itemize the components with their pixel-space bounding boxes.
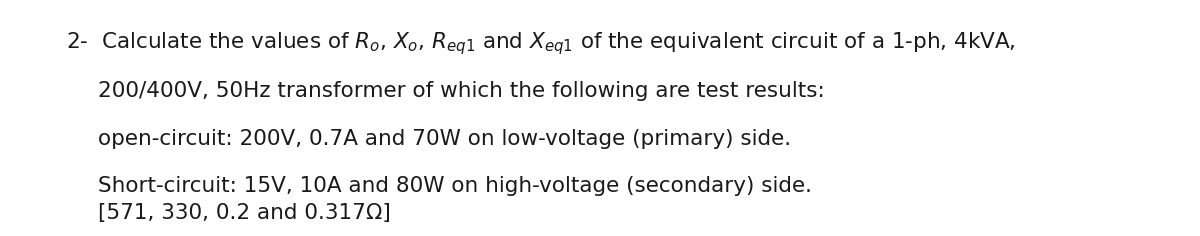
Text: open-circuit: 200V, 0.7A and 70W on low-voltage (primary) side.: open-circuit: 200V, 0.7A and 70W on low-… xyxy=(98,129,792,149)
Text: Short-circuit: 15V, 10A and 80W on high-voltage (secondary) side.: Short-circuit: 15V, 10A and 80W on high-… xyxy=(98,176,812,196)
Text: 2-  Calculate the values of $R_o$, $X_o$, $R_{eq1}$ and $X_{eq1}$ of the equival: 2- Calculate the values of $R_o$, $X_o$,… xyxy=(66,31,1015,58)
Text: 200/400V, 50Hz transformer of which the following are test results:: 200/400V, 50Hz transformer of which the … xyxy=(98,81,826,101)
Text: [571, 330, 0.2 and 0.317Ω]: [571, 330, 0.2 and 0.317Ω] xyxy=(98,203,391,223)
